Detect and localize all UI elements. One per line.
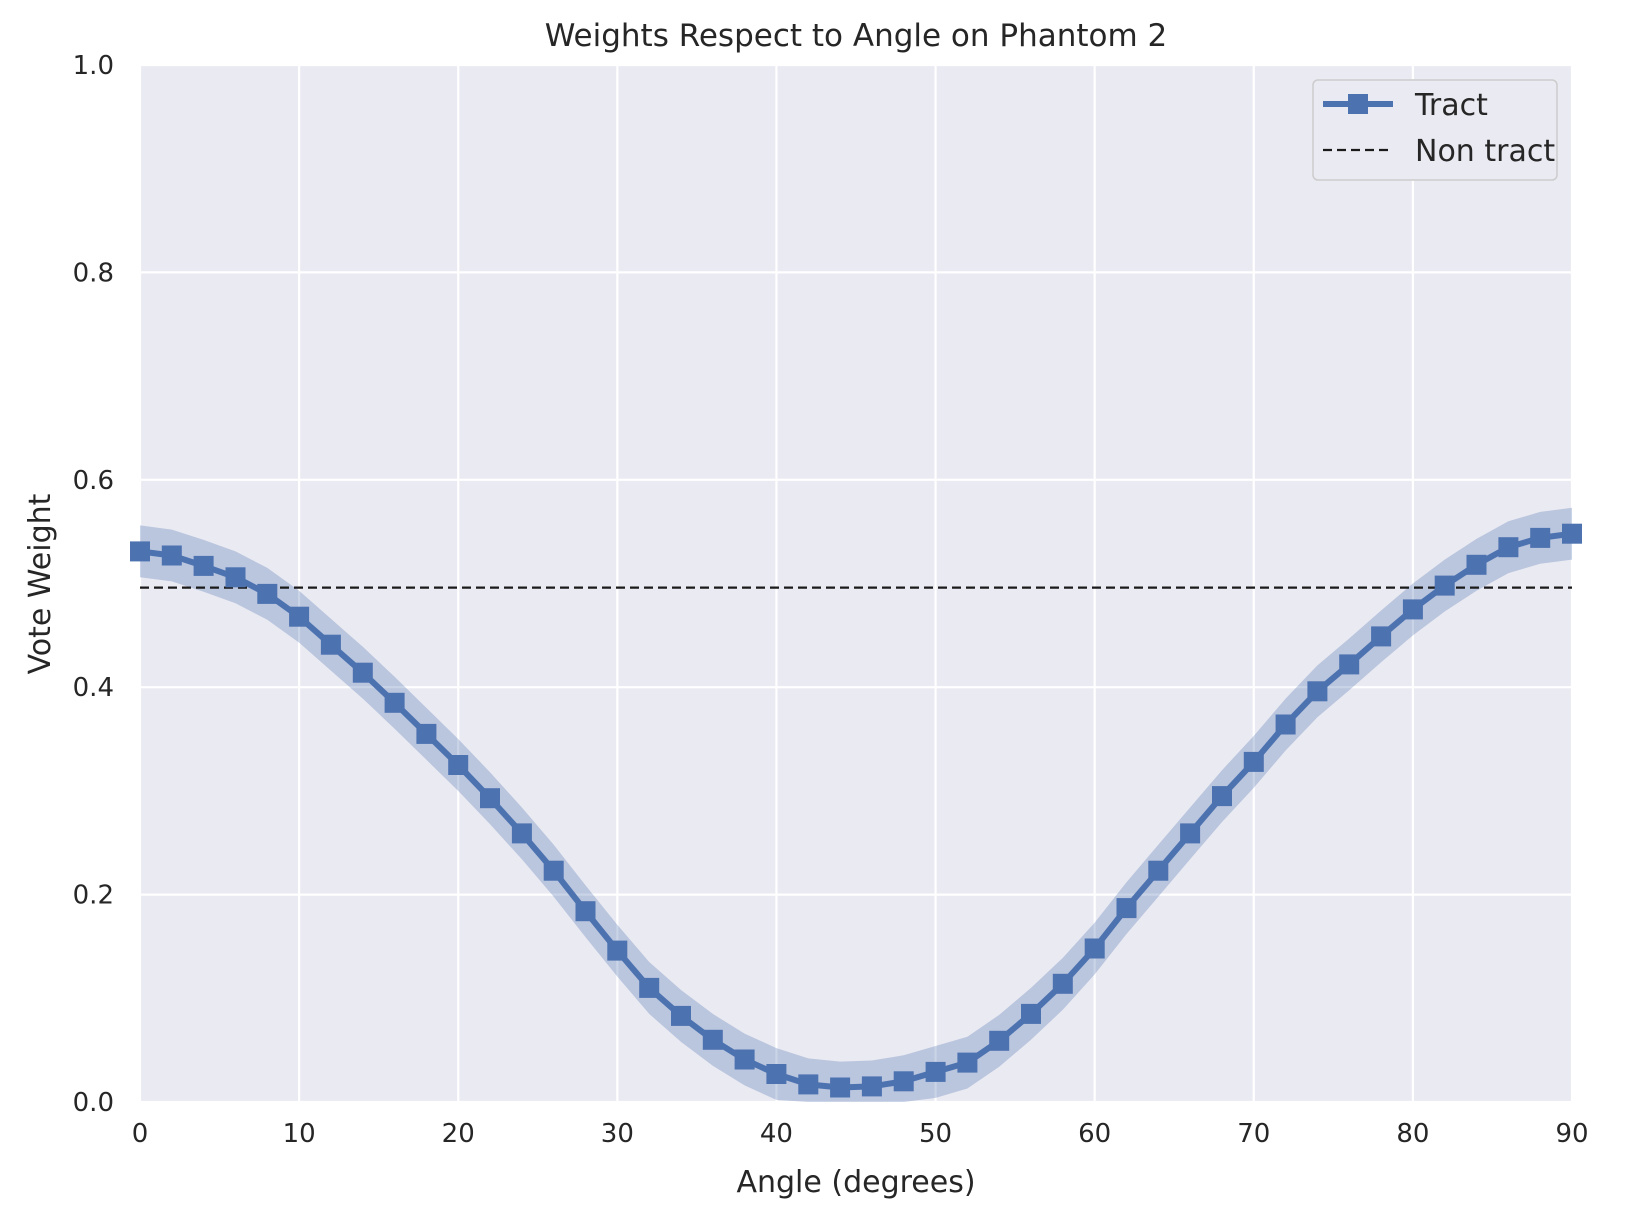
tract-point bbox=[480, 788, 500, 809]
x-tick-label: 10 bbox=[283, 1119, 316, 1149]
tract-point bbox=[1084, 938, 1105, 959]
tract-point bbox=[320, 634, 341, 655]
tract-line bbox=[139, 530, 1573, 1091]
tract-point bbox=[1530, 527, 1551, 548]
tract-point bbox=[957, 1052, 978, 1073]
x-tick-label: 80 bbox=[1396, 1119, 1429, 1149]
tract-markers bbox=[130, 523, 1582, 1098]
tract-point bbox=[893, 1071, 914, 1092]
tract-point bbox=[1562, 523, 1582, 544]
tract-point bbox=[1021, 1003, 1041, 1024]
y-tick-label: 0.6 bbox=[73, 466, 114, 496]
tract-point bbox=[1434, 575, 1455, 596]
tract-point bbox=[1402, 599, 1423, 620]
y-tick-label: 0.2 bbox=[73, 881, 114, 911]
y-tick-label: 0.8 bbox=[73, 258, 114, 288]
x-tick-label: 20 bbox=[442, 1119, 475, 1149]
tract-point bbox=[1148, 860, 1169, 881]
x-tick-label: 50 bbox=[919, 1119, 952, 1149]
tract-point bbox=[1466, 554, 1487, 575]
tract-point bbox=[798, 1074, 819, 1095]
tract-point bbox=[1498, 537, 1519, 558]
y-axis-title: Vote Weight bbox=[23, 493, 58, 674]
x-tick-label: 30 bbox=[601, 1119, 634, 1149]
tract-point bbox=[1339, 654, 1360, 675]
tract-point bbox=[1180, 823, 1201, 844]
x-tick-label: 60 bbox=[1078, 1119, 1111, 1149]
tract-point bbox=[830, 1077, 851, 1098]
legend-tract-label: Tract bbox=[1414, 88, 1488, 123]
x-tick-label: 90 bbox=[1555, 1119, 1588, 1149]
y-tick-label: 0.0 bbox=[73, 1088, 114, 1118]
plot-background bbox=[140, 65, 1572, 1102]
tract-point bbox=[1371, 626, 1392, 647]
tract-point bbox=[989, 1030, 1010, 1051]
tract-point bbox=[416, 723, 437, 744]
tract-point bbox=[352, 662, 373, 683]
tract-point bbox=[1116, 898, 1137, 919]
x-tick-label: 70 bbox=[1237, 1119, 1270, 1149]
tract-point bbox=[130, 541, 150, 562]
legend: Tract Non tract bbox=[1312, 79, 1558, 181]
tract-point bbox=[575, 901, 596, 922]
tract-point bbox=[925, 1061, 946, 1082]
x-axis-title: Angle (degrees) bbox=[736, 1165, 975, 1200]
tract-point bbox=[225, 567, 246, 588]
tract-point bbox=[289, 606, 310, 627]
x-tick-label: 40 bbox=[760, 1119, 793, 1149]
tract-point bbox=[448, 755, 469, 775]
y-tick-label: 1.0 bbox=[73, 51, 114, 81]
tract-point bbox=[607, 940, 628, 961]
x-tick-label: 0 bbox=[132, 1119, 149, 1149]
tract-point bbox=[1243, 751, 1264, 772]
y-tick-labels: 0.0 0.2 0.4 0.6 0.8 1.0 bbox=[73, 51, 114, 1118]
tract-point bbox=[766, 1064, 787, 1084]
tract-point bbox=[1052, 973, 1073, 994]
tract-point bbox=[861, 1076, 882, 1097]
legend-non-tract-label: Non tract bbox=[1415, 134, 1555, 169]
tract-point bbox=[1275, 714, 1296, 735]
tract-point bbox=[1212, 786, 1232, 807]
tract-point bbox=[511, 823, 532, 844]
tract-point bbox=[193, 555, 214, 576]
tract-point bbox=[257, 583, 278, 604]
x-tick-labels: 0 10 20 30 40 50 60 70 80 90 bbox=[132, 1119, 1589, 1149]
tract-point bbox=[543, 860, 564, 881]
tract-point bbox=[384, 692, 405, 713]
tract-point bbox=[161, 545, 182, 566]
tract-point bbox=[1307, 681, 1328, 702]
y-tick-label: 0.4 bbox=[73, 673, 114, 703]
tract-point bbox=[702, 1029, 723, 1050]
tract-point bbox=[671, 1005, 691, 1026]
grid bbox=[138, 63, 1574, 1104]
legend-tract-marker bbox=[1348, 94, 1368, 114]
tract-point bbox=[639, 977, 660, 998]
chart-title: Weights Respect to Angle on Phantom 2 bbox=[545, 18, 1168, 54]
tract-point bbox=[734, 1049, 755, 1070]
